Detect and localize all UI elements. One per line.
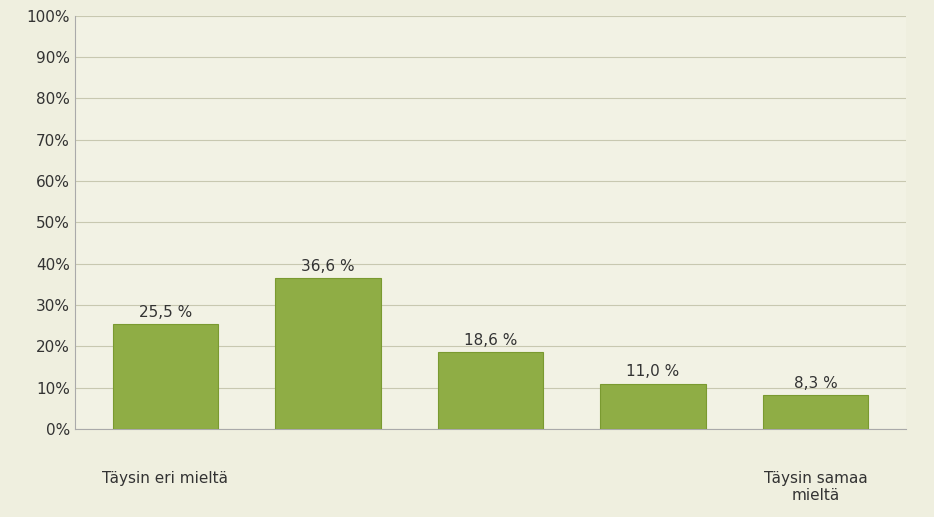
Bar — [112, 324, 219, 429]
Bar — [762, 395, 869, 429]
Text: 25,5 %: 25,5 % — [138, 305, 192, 320]
Bar — [600, 384, 706, 429]
Bar — [437, 352, 544, 429]
Text: 18,6 %: 18,6 % — [463, 333, 517, 348]
Text: 8,3 %: 8,3 % — [794, 376, 837, 391]
Text: 36,6 %: 36,6 % — [301, 258, 355, 273]
Text: 11,0 %: 11,0 % — [626, 364, 680, 379]
Text: Täysin samaa
mieltä: Täysin samaa mieltä — [763, 471, 868, 503]
Text: Täysin eri mieltä: Täysin eri mieltä — [103, 471, 228, 486]
Bar — [275, 278, 381, 429]
